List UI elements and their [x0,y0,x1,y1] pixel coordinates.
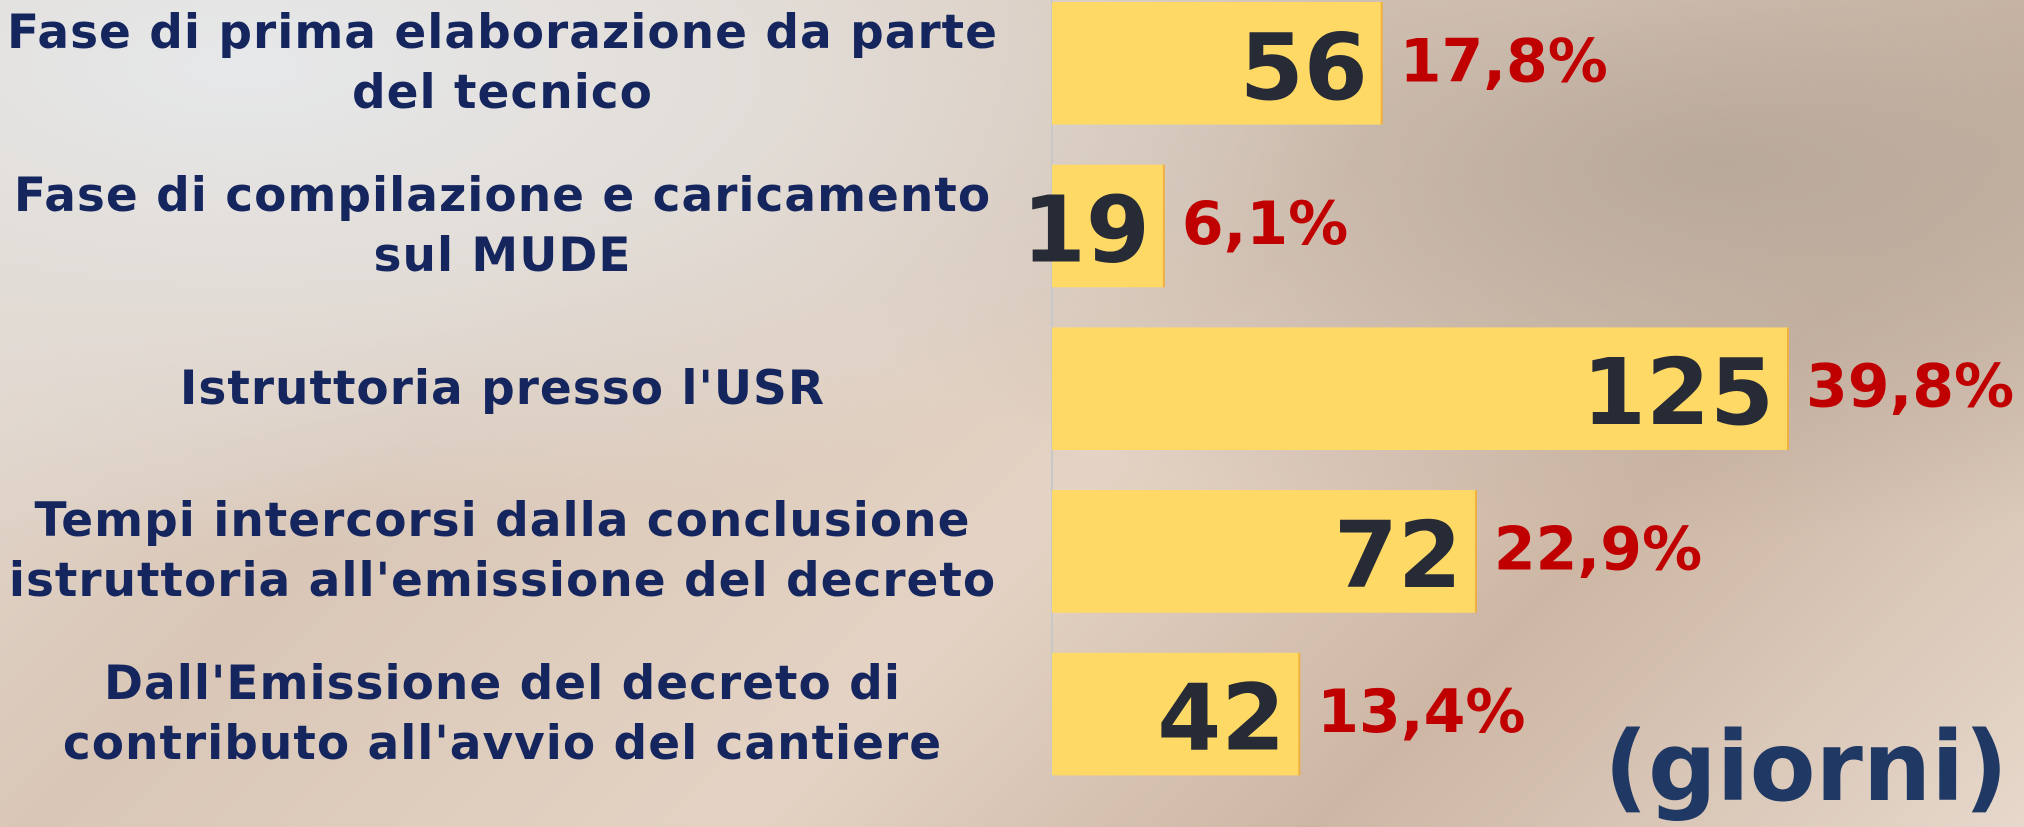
bar [1052,164,1164,288]
category-label: Tempi intercorsi dalla conclusione istru… [8,493,997,609]
share-label: 22,9% [1494,514,1702,584]
bar [1052,652,1300,776]
share-label: 6,1% [1182,189,1348,259]
bar [1052,490,1476,613]
category-label: Fase di prima elaborazione da parte del … [7,5,998,121]
unit-label: (giorni) [1604,711,2008,823]
share-label: 39,8% [1806,352,2014,422]
value-label: 72 [1334,502,1462,609]
share-label: 17,8% [1400,26,1608,96]
value-label: 56 [1240,14,1368,121]
category-label: Dall'Emissione del decreto di contributo… [62,656,943,772]
value-label: 19 [1022,177,1150,284]
bar [1052,327,1788,450]
value-label: 42 [1157,665,1285,772]
bar [1052,2,1382,125]
share-label: 13,4% [1317,677,1525,747]
value-label: 125 [1582,339,1774,446]
category-label: Istruttoria presso l'USR [179,360,826,416]
category-label: Fase di compilazione e caricamento sul M… [13,167,992,283]
